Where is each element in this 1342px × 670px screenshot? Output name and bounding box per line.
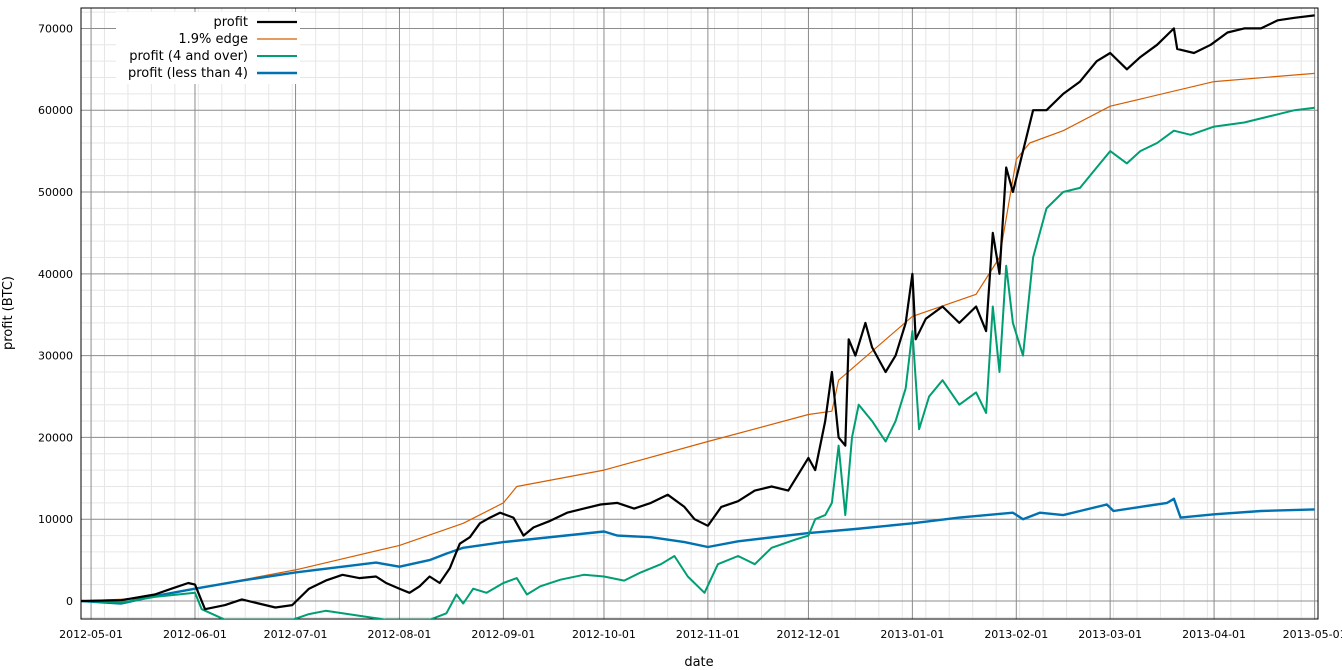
- series-layer: [81, 14, 1315, 619]
- major-grid: [81, 8, 1318, 619]
- x-tick-label: 2012-05-01: [59, 628, 123, 641]
- legend-label: profit (less than 4): [128, 66, 248, 81]
- x-tick-label: 2012-07-01: [264, 628, 328, 641]
- x-tick-label: 2012-09-01: [471, 628, 535, 641]
- plot-frame: [80, 7, 1319, 620]
- x-tick-label: 2013-05-01: [1283, 628, 1342, 641]
- legend: profit 1.9% edge profit (4 and over) profit…: [116, 12, 300, 84]
- series-line: [81, 497, 1315, 605]
- y-tick-label: 50000: [38, 186, 73, 199]
- x-tick-label: 2012-12-01: [776, 628, 840, 641]
- x-tick-label: 2012-06-01: [163, 628, 227, 641]
- x-tick-label: 2012-08-01: [368, 628, 432, 641]
- y-tick-label: 40000: [38, 268, 73, 281]
- x-tick-label: 2012-11-01: [676, 628, 740, 641]
- x-tick-label: 2012-10-01: [572, 628, 636, 641]
- series-line: [81, 14, 1315, 611]
- legend-label: profit (4 and over): [129, 49, 248, 64]
- x-tick-label: 2013-04-01: [1182, 628, 1246, 641]
- legend-label: profit: [213, 15, 248, 30]
- y-axis-title: profit (BTC): [1, 276, 16, 350]
- series-line: [81, 72, 1315, 602]
- y-tick-label: 20000: [38, 431, 73, 444]
- x-axis: 2012-05-01 2012-06-01 2012-07-01 2012-08-01…: [59, 628, 1342, 641]
- y-tick-label: 60000: [38, 104, 73, 117]
- series-line: [81, 106, 1315, 619]
- y-tick-label: 10000: [38, 513, 73, 526]
- x-tick-label: 2013-01-01: [880, 628, 944, 641]
- x-tick-label: 2013-02-01: [984, 628, 1048, 641]
- y-tick-label: 0: [66, 595, 73, 608]
- y-tick-label: 30000: [38, 350, 73, 363]
- x-axis-title: date: [684, 655, 713, 670]
- y-tick-label: 70000: [38, 22, 73, 35]
- y-axis: 0 10000 20000 30000 40000 50000 60000 70000: [38, 22, 73, 608]
- x-tick-label: 2013-03-01: [1078, 628, 1142, 641]
- legend-label: 1.9% edge: [178, 32, 248, 47]
